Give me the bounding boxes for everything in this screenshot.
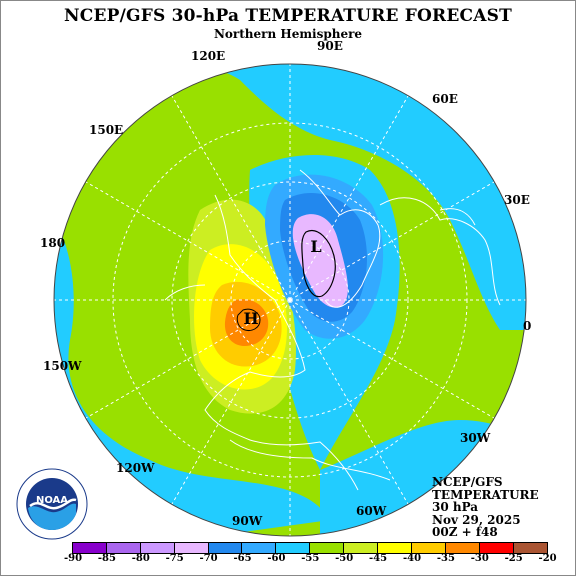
low-contour [301, 230, 336, 298]
info-model: NCEP/GFS [432, 475, 503, 489]
colorbar-tick-label: -90 [63, 553, 83, 564]
colorbar-tick-label: -70 [199, 553, 218, 564]
colorbar-tick-label: -20 [538, 553, 557, 564]
lon-label-180: 180 [40, 236, 66, 250]
colorbar-tick-label: -45 [369, 553, 388, 564]
colorbar-tick-label: -85 [97, 553, 116, 564]
coastlines [164, 169, 501, 491]
lon-label-30w: 30W [460, 431, 491, 445]
colorbar-swatch [310, 543, 345, 553]
colorbar-tick-label: -75 [165, 553, 184, 564]
lon-label-120e: 120E [191, 49, 226, 63]
high-pressure-label: H [243, 309, 258, 328]
colorbar-swatch [276, 543, 311, 553]
colorbar-swatch [479, 543, 514, 553]
colorbar-swatch [513, 543, 548, 553]
field-lavender [292, 214, 348, 308]
noaa-logo-icon: NOAA [16, 468, 88, 540]
colorbar-tick-label: -60 [267, 553, 286, 564]
forecast-info: NCEP/GFS TEMPERATURE 30 hPa Nov 29, 2025… [432, 476, 539, 539]
colorbar-tick-label: -50 [335, 553, 354, 564]
colorbar-swatch [445, 543, 480, 553]
lon-label-90w: 90W [232, 514, 263, 528]
colorbar-swatch [411, 543, 446, 553]
colorbar-tick-label: -35 [436, 553, 455, 564]
colorbar-swatch [344, 543, 379, 553]
map-subtitle: Northern Hemisphere [213, 27, 363, 41]
lon-label-30e: 30E [504, 193, 530, 207]
colorbar-swatch [140, 543, 175, 553]
colorbar-swatch [378, 543, 412, 553]
colorbar-swatch [106, 543, 141, 553]
graticule [54, 64, 526, 536]
colorbar [72, 542, 549, 554]
colorbar-tick-label: -80 [131, 553, 150, 564]
info-level: 30 hPa [432, 500, 479, 514]
info-forecast-hour: 00Z + f48 [432, 525, 498, 539]
colorbar-tick-label: -40 [402, 553, 422, 564]
lon-label-150w: 150W [43, 359, 82, 373]
field-dark-orange [224, 299, 269, 346]
map-outline [53, 63, 527, 537]
noaa-logo-text: NOAA [36, 495, 68, 506]
lon-label-60e: 60E [432, 92, 458, 106]
low-pressure-label: L [310, 237, 321, 256]
info-date: Nov 29, 2025 [432, 512, 521, 527]
lon-label-0: 0 [523, 319, 532, 333]
lon-label-90e: 90E [317, 39, 343, 53]
lon-label-60w: 60W [356, 504, 387, 518]
colorbar-tick-label: -30 [470, 553, 489, 564]
colorbar-swatch [174, 543, 209, 553]
lon-label-120w: 120W [116, 461, 155, 475]
map-title: NCEP/GFS 30-hPa TEMPERATURE FORECAST [64, 6, 512, 26]
colorbar-tick-label: -25 [504, 553, 523, 564]
colorbar-swatch [242, 543, 277, 553]
colorbar-tick-label: -55 [301, 553, 320, 564]
colorbar-tick-label: -65 [233, 553, 252, 564]
info-variable: TEMPERATURE [432, 487, 539, 502]
high-contour [236, 308, 261, 331]
colorbar-swatch [73, 543, 107, 553]
lon-label-150e: 150E [89, 123, 124, 137]
colorbar-swatch [208, 543, 243, 553]
